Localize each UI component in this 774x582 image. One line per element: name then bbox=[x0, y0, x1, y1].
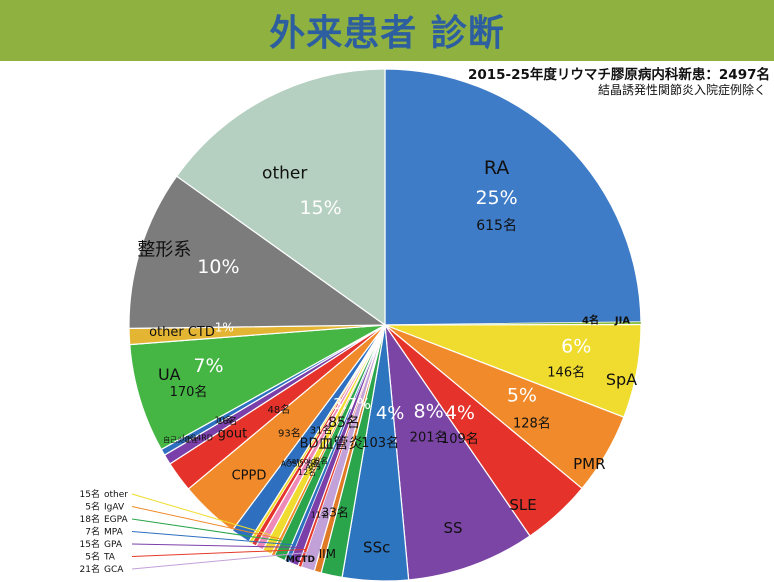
label-count-3: 128名 bbox=[513, 415, 551, 431]
leader-count-10: 5名 bbox=[85, 551, 100, 563]
leader-count-11: 15名 bbox=[80, 538, 100, 550]
label-name-6: SSc bbox=[363, 538, 390, 556]
slice-26- bbox=[128, 175, 387, 330]
inner-sarcoid-17: sarcoid bbox=[287, 456, 316, 465]
inner-gout-21: gout bbox=[218, 426, 248, 441]
label-percent-5: 8% bbox=[414, 400, 444, 422]
label-count-6: 103名 bbox=[361, 435, 399, 451]
label-count-5: 201名 bbox=[410, 429, 448, 445]
chart-note: 結晶誘発性関節炎入院症例除く bbox=[597, 83, 766, 97]
label-percent-24: 7% bbox=[193, 355, 223, 377]
group-percent: 3.7% bbox=[333, 395, 371, 413]
label-name-7: IIM bbox=[319, 547, 336, 561]
leader-line-9 bbox=[131, 551, 314, 570]
leader-name-13: EGPA bbox=[104, 515, 129, 525]
label-name-26: 整形系 bbox=[137, 239, 191, 260]
inner-cnt-22: 16名 bbox=[217, 415, 237, 427]
leader-line-11 bbox=[131, 543, 301, 548]
leader-name-11: GPA bbox=[104, 540, 123, 550]
inner-cnt-20: 93名 bbox=[278, 427, 301, 440]
leader-count-12: 7名 bbox=[85, 526, 100, 538]
leader-line-14 bbox=[131, 506, 281, 540]
label-name-27: other bbox=[262, 163, 307, 183]
label-count-2: 146名 bbox=[547, 365, 585, 381]
label-name-5: SS bbox=[443, 519, 462, 537]
group-name: 血管炎 bbox=[318, 434, 363, 452]
inner-CPPD-20: CPPD bbox=[232, 468, 267, 483]
inner-cnt-21: 48名 bbox=[268, 403, 291, 416]
pie-slices bbox=[128, 68, 642, 582]
leader-line-15 bbox=[131, 493, 276, 537]
leader-count-13: 18名 bbox=[80, 513, 100, 525]
group-count: 85名 bbox=[328, 415, 360, 431]
leader-name-15: other bbox=[104, 490, 128, 500]
label-percent-27: 15% bbox=[299, 197, 341, 219]
inner-cnt-23: 10名 bbox=[215, 414, 233, 424]
inner-IgG4RD-22: IgG4RD bbox=[182, 434, 212, 443]
chart-title: 外来患者 診断 bbox=[269, 13, 505, 54]
label-percent-0: 25% bbox=[475, 187, 517, 209]
label-name-3: PMR bbox=[573, 455, 605, 473]
label-percent-2: 6% bbox=[561, 336, 591, 358]
leader-line-10 bbox=[131, 549, 306, 557]
leader-line-13 bbox=[131, 518, 287, 543]
label-name-1: JIA bbox=[614, 315, 630, 326]
leader-count-15: 15名 bbox=[80, 488, 100, 500]
leader-name-9: GCA bbox=[104, 565, 124, 575]
label-count-1: 4名 bbox=[582, 313, 599, 326]
slice-27-other bbox=[175, 68, 386, 327]
label-name-8: MCTD bbox=[286, 555, 315, 565]
slice-24-ua bbox=[129, 324, 386, 451]
leader-count-14: 5名 bbox=[85, 501, 100, 513]
label-percent-25: 1% bbox=[215, 320, 234, 334]
leader-line-12 bbox=[131, 531, 294, 546]
label-count-0: 615名 bbox=[476, 218, 517, 234]
label-percent-3: 5% bbox=[507, 384, 537, 406]
inner-AOSD-18: AOSD bbox=[281, 460, 304, 469]
title-banner bbox=[0, 0, 774, 61]
inner-cnt-16: 12名 bbox=[298, 467, 316, 477]
label-percent-4: 4% bbox=[445, 402, 475, 424]
label-name-25: other CTD bbox=[149, 325, 215, 340]
label-percent-6: 4% bbox=[376, 403, 405, 424]
leader-count-9: 21名 bbox=[80, 563, 100, 575]
label-name-4: SLE bbox=[509, 496, 536, 514]
inner-BD-19: BD bbox=[300, 437, 319, 452]
inner-APS-16: APS bbox=[305, 462, 320, 471]
label-count-8: 11名 bbox=[311, 510, 329, 520]
leader-name-12: MPA bbox=[104, 528, 124, 538]
inner-自己炎症性-23: 自己炎症性 bbox=[163, 435, 198, 444]
label-count-24: 170名 bbox=[170, 384, 208, 400]
slice-0-ra bbox=[384, 68, 642, 326]
label-name-2: SpA bbox=[606, 370, 637, 389]
label-name-0: RA bbox=[484, 157, 509, 179]
slice-labels: RA 25% 615名 JIA 4名 SpA 6% 146名 PMR 5% 128名 SLE 4% 109… bbox=[80, 157, 638, 575]
leader-name-10: TA bbox=[103, 553, 116, 563]
label-percent-26: 10% bbox=[197, 256, 239, 278]
inner-cnt-17: 8名 bbox=[315, 455, 328, 465]
label-count-4: 109名 bbox=[441, 431, 479, 447]
chart-subtitle: 2015-25年度リウマチ膠原病内科新患：2497名 bbox=[467, 67, 770, 83]
label-count-7: 33名 bbox=[322, 504, 349, 519]
leader-name-14: IgAV bbox=[104, 503, 125, 513]
inner-cnt-18: 5名 bbox=[307, 459, 320, 469]
slice-5-ss bbox=[384, 322, 531, 581]
label-name-24: UA bbox=[158, 365, 181, 384]
inner-cnt-19: 31名 bbox=[310, 424, 333, 437]
leader-lines bbox=[131, 493, 314, 570]
